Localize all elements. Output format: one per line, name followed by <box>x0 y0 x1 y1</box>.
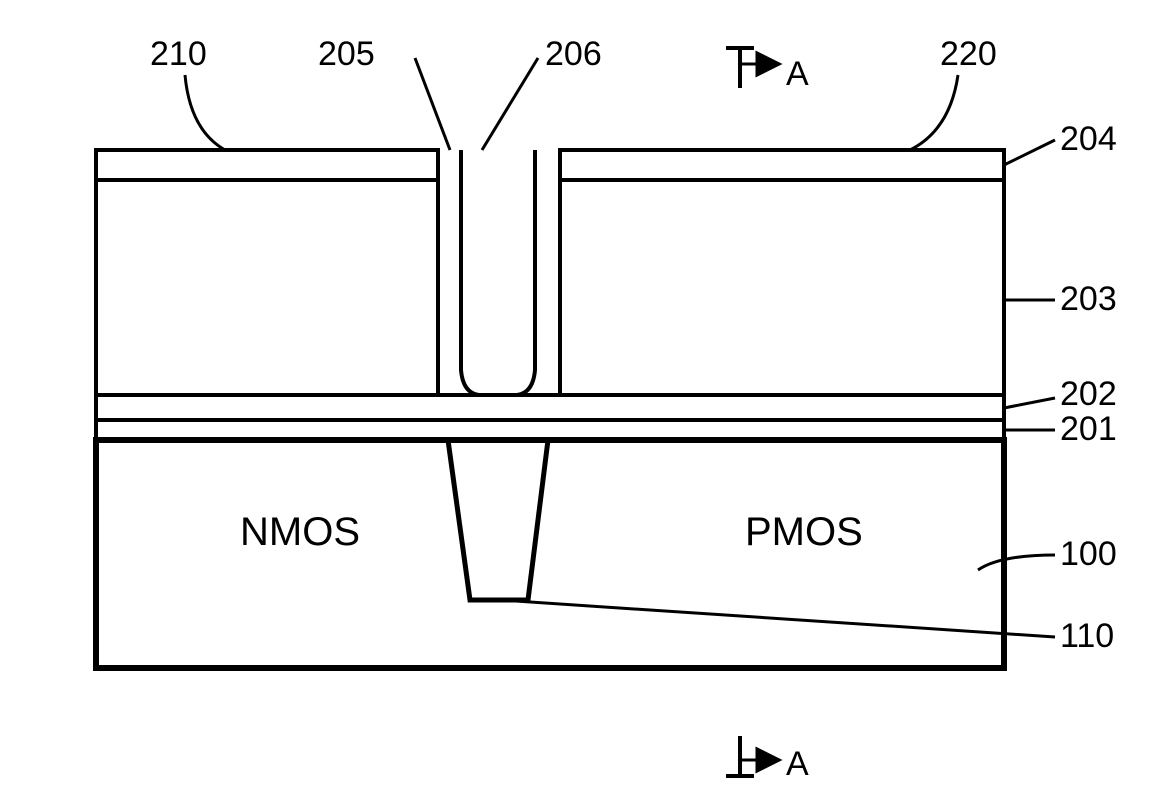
callout-201: 201 <box>1004 410 1117 448</box>
callout-220-label: 220 <box>940 35 997 73</box>
callout-203: 203 <box>1004 280 1117 318</box>
layer-202 <box>96 395 1004 420</box>
callout-210-label: 210 <box>150 35 207 73</box>
callout-205-label: 205 <box>318 35 375 73</box>
region-nmos-label: NMOS <box>240 510 360 554</box>
trench-110 <box>448 440 548 600</box>
callout-204: 204 <box>1004 120 1117 165</box>
callout-100-label: 100 <box>1060 535 1117 573</box>
callout-206: 206 <box>482 35 602 150</box>
substrate-100 <box>96 440 1004 668</box>
callout-206-label: 206 <box>545 35 602 73</box>
callout-202: 202 <box>1004 375 1117 413</box>
left-gate-stack <box>96 150 438 395</box>
callout-202-label: 202 <box>1060 375 1117 413</box>
callout-205: 205 <box>318 35 450 150</box>
callout-110: 110 <box>500 600 1114 655</box>
section-marker-top-label: A <box>786 55 809 93</box>
region-pmos-label: PMOS <box>745 510 863 554</box>
callout-110-label: 110 <box>1060 617 1114 655</box>
section-marker-top: A <box>726 48 809 93</box>
section-marker-bottom: A <box>726 736 809 783</box>
right-gate-stack <box>560 150 1004 395</box>
callout-201-label: 201 <box>1060 410 1117 448</box>
callout-220: 220 <box>910 35 997 150</box>
callout-100: 100 <box>978 535 1117 573</box>
callout-204-label: 204 <box>1060 120 1117 158</box>
spacer-gap <box>461 150 535 395</box>
section-marker-bottom-label: A <box>786 745 809 783</box>
callout-210: 210 <box>150 35 225 150</box>
callout-203-label: 203 <box>1060 280 1117 318</box>
